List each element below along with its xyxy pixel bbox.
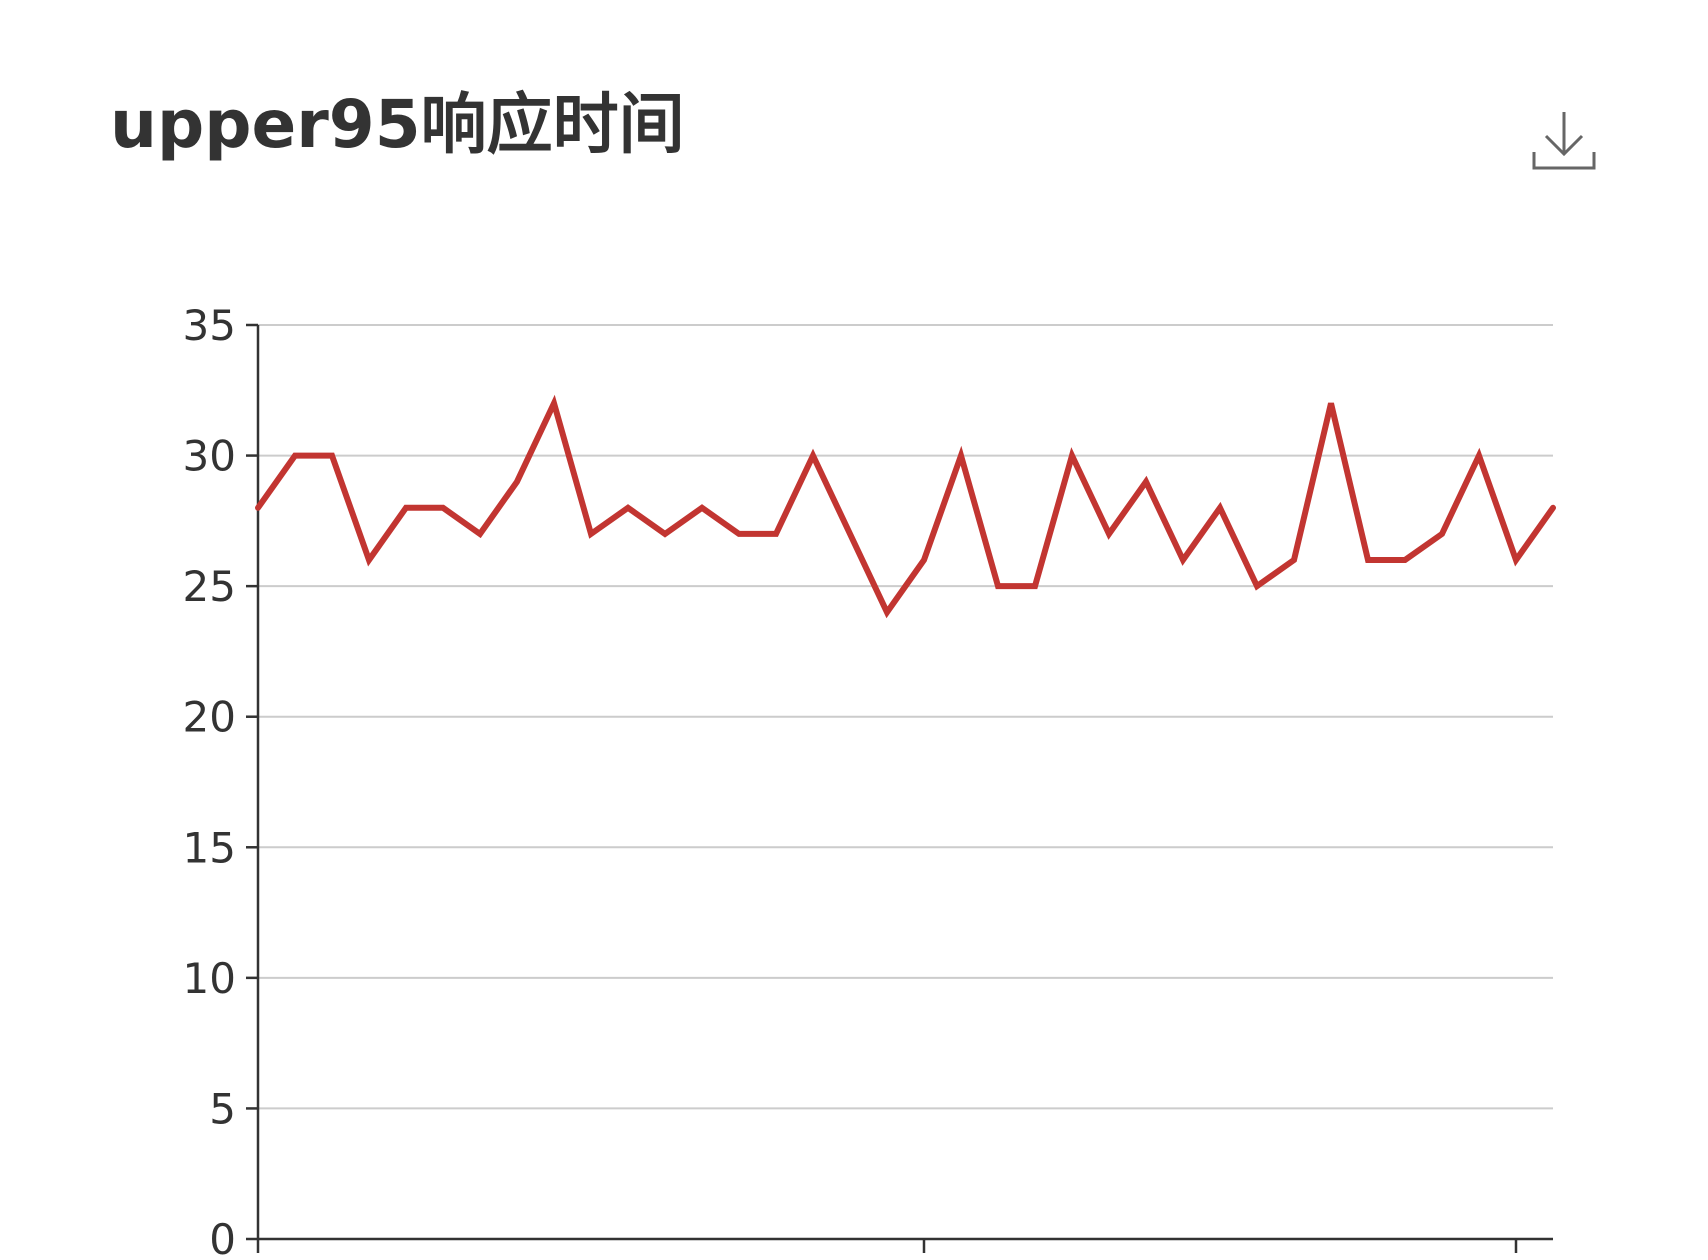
y-tick-label: 15 xyxy=(183,823,236,872)
chart-title: upper95响应时间 xyxy=(110,86,685,163)
download-button[interactable] xyxy=(1528,104,1600,176)
y-tick-label: 0 xyxy=(209,1215,236,1260)
y-tick-label: 5 xyxy=(209,1084,236,1133)
axes xyxy=(246,323,1553,1253)
y-tick-label: 25 xyxy=(183,562,236,611)
y-tick-label: 20 xyxy=(183,693,236,742)
y-tick-label: 10 xyxy=(183,954,236,1003)
series-line xyxy=(255,394,1556,619)
y-tick-label: 35 xyxy=(183,301,236,350)
download-icon xyxy=(1532,112,1596,170)
y-tick-labels: 0 5 10 15 20 25 30 35 xyxy=(183,301,236,1260)
series-layer xyxy=(255,394,1556,619)
y-tick-label: 30 xyxy=(183,432,236,481)
grid-lines xyxy=(258,324,1553,1110)
